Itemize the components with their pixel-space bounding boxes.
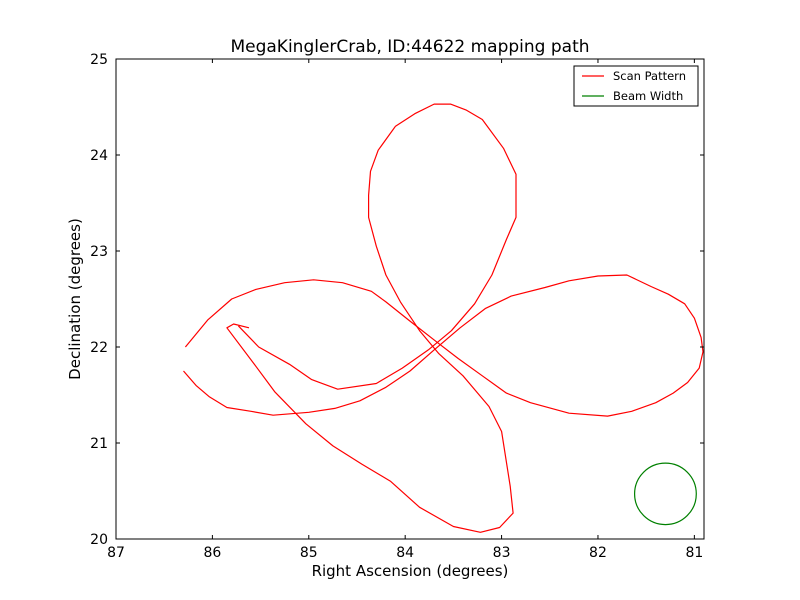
y-tick-label: 22 bbox=[90, 340, 108, 356]
legend-box bbox=[573, 65, 699, 107]
x-tick-label: 81 bbox=[685, 545, 703, 561]
x-tick-label: 86 bbox=[203, 545, 221, 561]
legend: Scan Pattern Beam Width bbox=[573, 65, 699, 107]
y-tick-label: 24 bbox=[90, 148, 108, 164]
x-tick-label: 82 bbox=[589, 545, 607, 561]
chart-title: MegaKinglerCrab, ID:44622 mapping path bbox=[230, 37, 589, 57]
x-tick-label: 84 bbox=[396, 545, 414, 561]
y-axis-label: Declination (degrees) bbox=[66, 218, 84, 380]
y-tick-label: 23 bbox=[90, 244, 108, 260]
scan-pattern-line-1 bbox=[226, 103, 517, 533]
legend-label-scan-pattern: Scan Pattern bbox=[613, 69, 686, 83]
y-tick-label: 20 bbox=[90, 532, 108, 548]
legend-label-beam-width: Beam Width bbox=[613, 89, 683, 103]
plot-frame bbox=[115, 58, 705, 540]
plot-area bbox=[183, 103, 704, 533]
y-tick-label: 25 bbox=[90, 52, 108, 68]
x-tick-label: 85 bbox=[300, 545, 318, 561]
x-tick-label: 87 bbox=[107, 545, 125, 561]
axis-ticks: 87 86 85 84 83 82 81 20 21 22 23 24 25 bbox=[90, 52, 704, 561]
scan-pattern-line-0 bbox=[183, 274, 704, 417]
y-tick-label: 21 bbox=[90, 436, 108, 452]
x-axis-label: Right Ascension (degrees) bbox=[312, 562, 509, 580]
x-tick-label: 83 bbox=[493, 545, 511, 561]
beam-width-circle bbox=[633, 462, 697, 526]
